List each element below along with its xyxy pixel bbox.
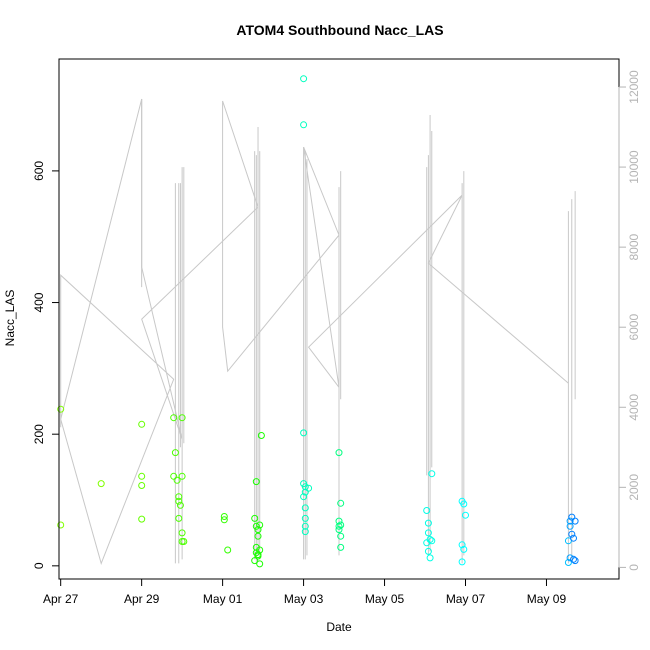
data-point: [570, 555, 577, 563]
data-point: [171, 449, 179, 457]
chart-title: ATOM4 Southbound Nacc_LAS: [236, 22, 443, 38]
data-points: [57, 75, 579, 568]
data-point: [426, 554, 434, 562]
y2-tick-label: 4000: [627, 394, 641, 421]
data-point: [571, 517, 579, 525]
y-tick-label: 0: [32, 562, 46, 569]
data-point: [170, 472, 178, 480]
data-point: [305, 484, 313, 492]
data-point: [301, 522, 309, 530]
data-point: [335, 449, 343, 457]
data-point: [57, 405, 65, 413]
data-point: [256, 546, 264, 554]
x-axis-label: Date: [326, 620, 352, 634]
data-point: [254, 526, 262, 534]
data-point: [175, 497, 183, 505]
data-point: [220, 516, 228, 524]
y-axis: 0 200 400 600: [32, 161, 60, 569]
data-point: [564, 559, 572, 566]
data-point: [224, 546, 232, 554]
trace-line: [60, 98, 569, 565]
data-point: [335, 522, 343, 530]
y-axis-label: Nacc_LAS: [3, 290, 17, 347]
data-point: [301, 483, 309, 491]
x-axis: Apr 27 Apr 29 May 01 May 03 May 05 May 07 May …: [43, 578, 567, 606]
y2-tick-label: 0: [627, 564, 641, 571]
data-point: [178, 529, 186, 537]
data-point: [337, 543, 345, 551]
data-point: [252, 478, 260, 486]
data-point: [176, 501, 184, 509]
data-point: [178, 414, 186, 422]
x-tick-label: Apr 27: [43, 592, 79, 606]
y2-tick-label: 6000: [627, 314, 641, 341]
data-point: [138, 482, 146, 489]
data-point: [428, 537, 436, 545]
data-point: [175, 493, 183, 501]
x-tick-label: Apr 29: [124, 592, 160, 606]
y2-tick-label: 12000: [627, 70, 641, 104]
data-point: [570, 534, 577, 542]
y-tick-label: 400: [32, 292, 46, 312]
data-point: [458, 558, 466, 566]
data-point: [335, 517, 343, 525]
data-point: [173, 476, 181, 484]
data-point: [423, 507, 431, 514]
data-point: [301, 504, 309, 512]
data-point: [428, 470, 436, 478]
data-point: [57, 521, 65, 529]
data-point: [178, 472, 186, 480]
data-point: [424, 547, 432, 555]
data-point: [251, 557, 259, 565]
data-point: [180, 538, 188, 545]
data-point: [571, 557, 579, 565]
secondary-trace: [60, 98, 576, 565]
data-point: [254, 532, 262, 540]
data-point: [462, 511, 469, 519]
y2-tick-label: 2000: [627, 474, 641, 501]
x-tick-label: May 03: [284, 592, 324, 606]
data-point: [138, 472, 146, 480]
y-tick-label: 200: [32, 424, 46, 444]
data-point: [300, 75, 308, 83]
data-point: [300, 493, 308, 501]
data-point: [251, 514, 259, 522]
data-point: [175, 514, 183, 522]
x-tick-label: May 09: [527, 592, 567, 606]
y2-tick-label: 10000: [627, 150, 641, 184]
data-point: [252, 522, 260, 530]
data-point: [301, 528, 309, 536]
data-point: [256, 560, 264, 568]
data-point: [426, 536, 434, 543]
data-point: [424, 519, 432, 527]
x-tick-label: May 07: [446, 592, 486, 606]
data-point: [300, 429, 308, 437]
data-point: [138, 515, 146, 523]
data-point: [460, 545, 468, 553]
data-point: [97, 480, 105, 488]
x-tick-label: May 01: [203, 592, 243, 606]
data-point: [138, 420, 146, 428]
data-point: [300, 121, 308, 129]
data-point: [337, 532, 345, 540]
data-point: [256, 521, 264, 529]
data-point: [337, 499, 345, 507]
data-point: [335, 526, 343, 534]
y2-tick-label: 8000: [627, 233, 641, 260]
x-tick-label: May 05: [365, 592, 405, 606]
data-point: [424, 529, 432, 537]
y2-axis: 0 2000 4000 6000 8000 10000 12000: [618, 70, 641, 571]
data-point: [566, 522, 574, 530]
data-point: [220, 513, 228, 520]
data-point: [566, 517, 574, 525]
data-point: [301, 514, 309, 522]
data-point: [257, 432, 265, 439]
y-tick-label: 600: [32, 161, 46, 181]
data-point: [460, 500, 468, 508]
data-point: [458, 541, 466, 549]
data-point: [568, 530, 576, 538]
data-point: [170, 414, 178, 422]
data-point: [337, 521, 345, 529]
